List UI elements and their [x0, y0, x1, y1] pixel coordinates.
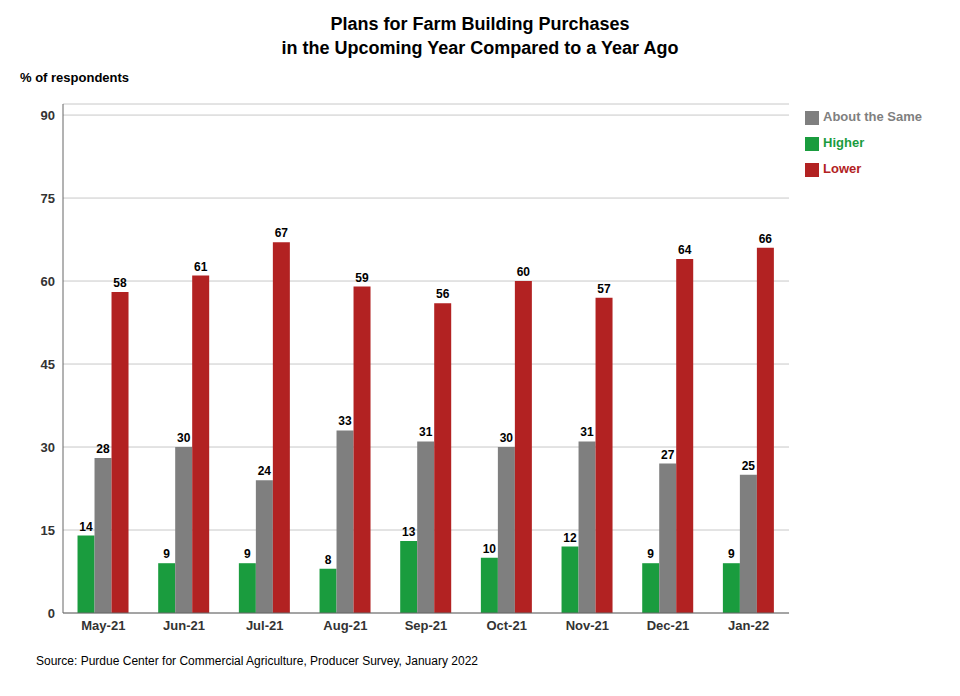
- svg-text:9: 9: [163, 547, 170, 561]
- html-text:Lower: Lower: [823, 161, 862, 176]
- html-text:About the Same: About the Same: [823, 109, 922, 124]
- svg-text:58: 58: [113, 276, 127, 290]
- svg-text:14: 14: [79, 520, 93, 534]
- svg-text:27: 27: [661, 448, 675, 462]
- html-text:Source: Purdue Center for Comm: Source: Purdue Center for Commercial Agr…: [36, 654, 478, 668]
- svg-text:30: 30: [177, 431, 191, 445]
- svg-text:Jun-21: Jun-21: [163, 618, 205, 633]
- svg-text:Aug-21: Aug-21: [323, 618, 367, 633]
- svg-text:45: 45: [41, 357, 55, 372]
- svg-text:0: 0: [48, 606, 55, 621]
- svg-text:90: 90: [41, 108, 55, 123]
- svg-text:30: 30: [500, 431, 514, 445]
- svg-text:12: 12: [563, 531, 577, 545]
- svg-text:8: 8: [325, 553, 332, 567]
- svg-text:Jul-21: Jul-21: [246, 618, 284, 633]
- svg-text:28: 28: [96, 442, 110, 456]
- svg-text:60: 60: [41, 274, 55, 289]
- html-text:in the Upcoming Year Compared: in the Upcoming Year Compared to a Year …: [281, 38, 679, 58]
- svg-text:66: 66: [759, 232, 773, 246]
- svg-text:33: 33: [338, 414, 352, 428]
- svg-text:Sep-21: Sep-21: [405, 618, 448, 633]
- svg-text:May-21: May-21: [81, 618, 125, 633]
- svg-text:64: 64: [678, 243, 692, 257]
- svg-text:31: 31: [580, 425, 594, 439]
- svg-text:59: 59: [355, 271, 369, 285]
- svg-text:13: 13: [402, 525, 416, 539]
- svg-text:67: 67: [275, 226, 289, 240]
- svg-text:25: 25: [742, 459, 756, 473]
- svg-text:9: 9: [647, 547, 654, 561]
- svg-text:Oct-21: Oct-21: [486, 618, 526, 633]
- svg-text:Nov-21: Nov-21: [566, 618, 609, 633]
- html-text:% of respondents: % of respondents: [20, 70, 130, 85]
- svg-text:24: 24: [258, 464, 272, 478]
- svg-text:Dec-21: Dec-21: [647, 618, 690, 633]
- svg-text:56: 56: [436, 287, 450, 301]
- svg-text:Jan-22: Jan-22: [728, 618, 769, 633]
- svg-text:75: 75: [41, 191, 55, 206]
- svg-text:31: 31: [419, 425, 433, 439]
- svg-text:57: 57: [597, 282, 611, 296]
- svg-text:60: 60: [517, 265, 531, 279]
- html-text:Plans for Farm Building Purcha: Plans for Farm Building Purchases: [330, 14, 630, 34]
- svg-text:15: 15: [41, 523, 55, 538]
- svg-text:10: 10: [483, 542, 497, 556]
- svg-text:9: 9: [728, 547, 735, 561]
- svg-text:61: 61: [194, 260, 208, 274]
- html-text:Higher: Higher: [823, 135, 865, 150]
- svg-text:30: 30: [41, 440, 55, 455]
- svg-text:9: 9: [244, 547, 251, 561]
